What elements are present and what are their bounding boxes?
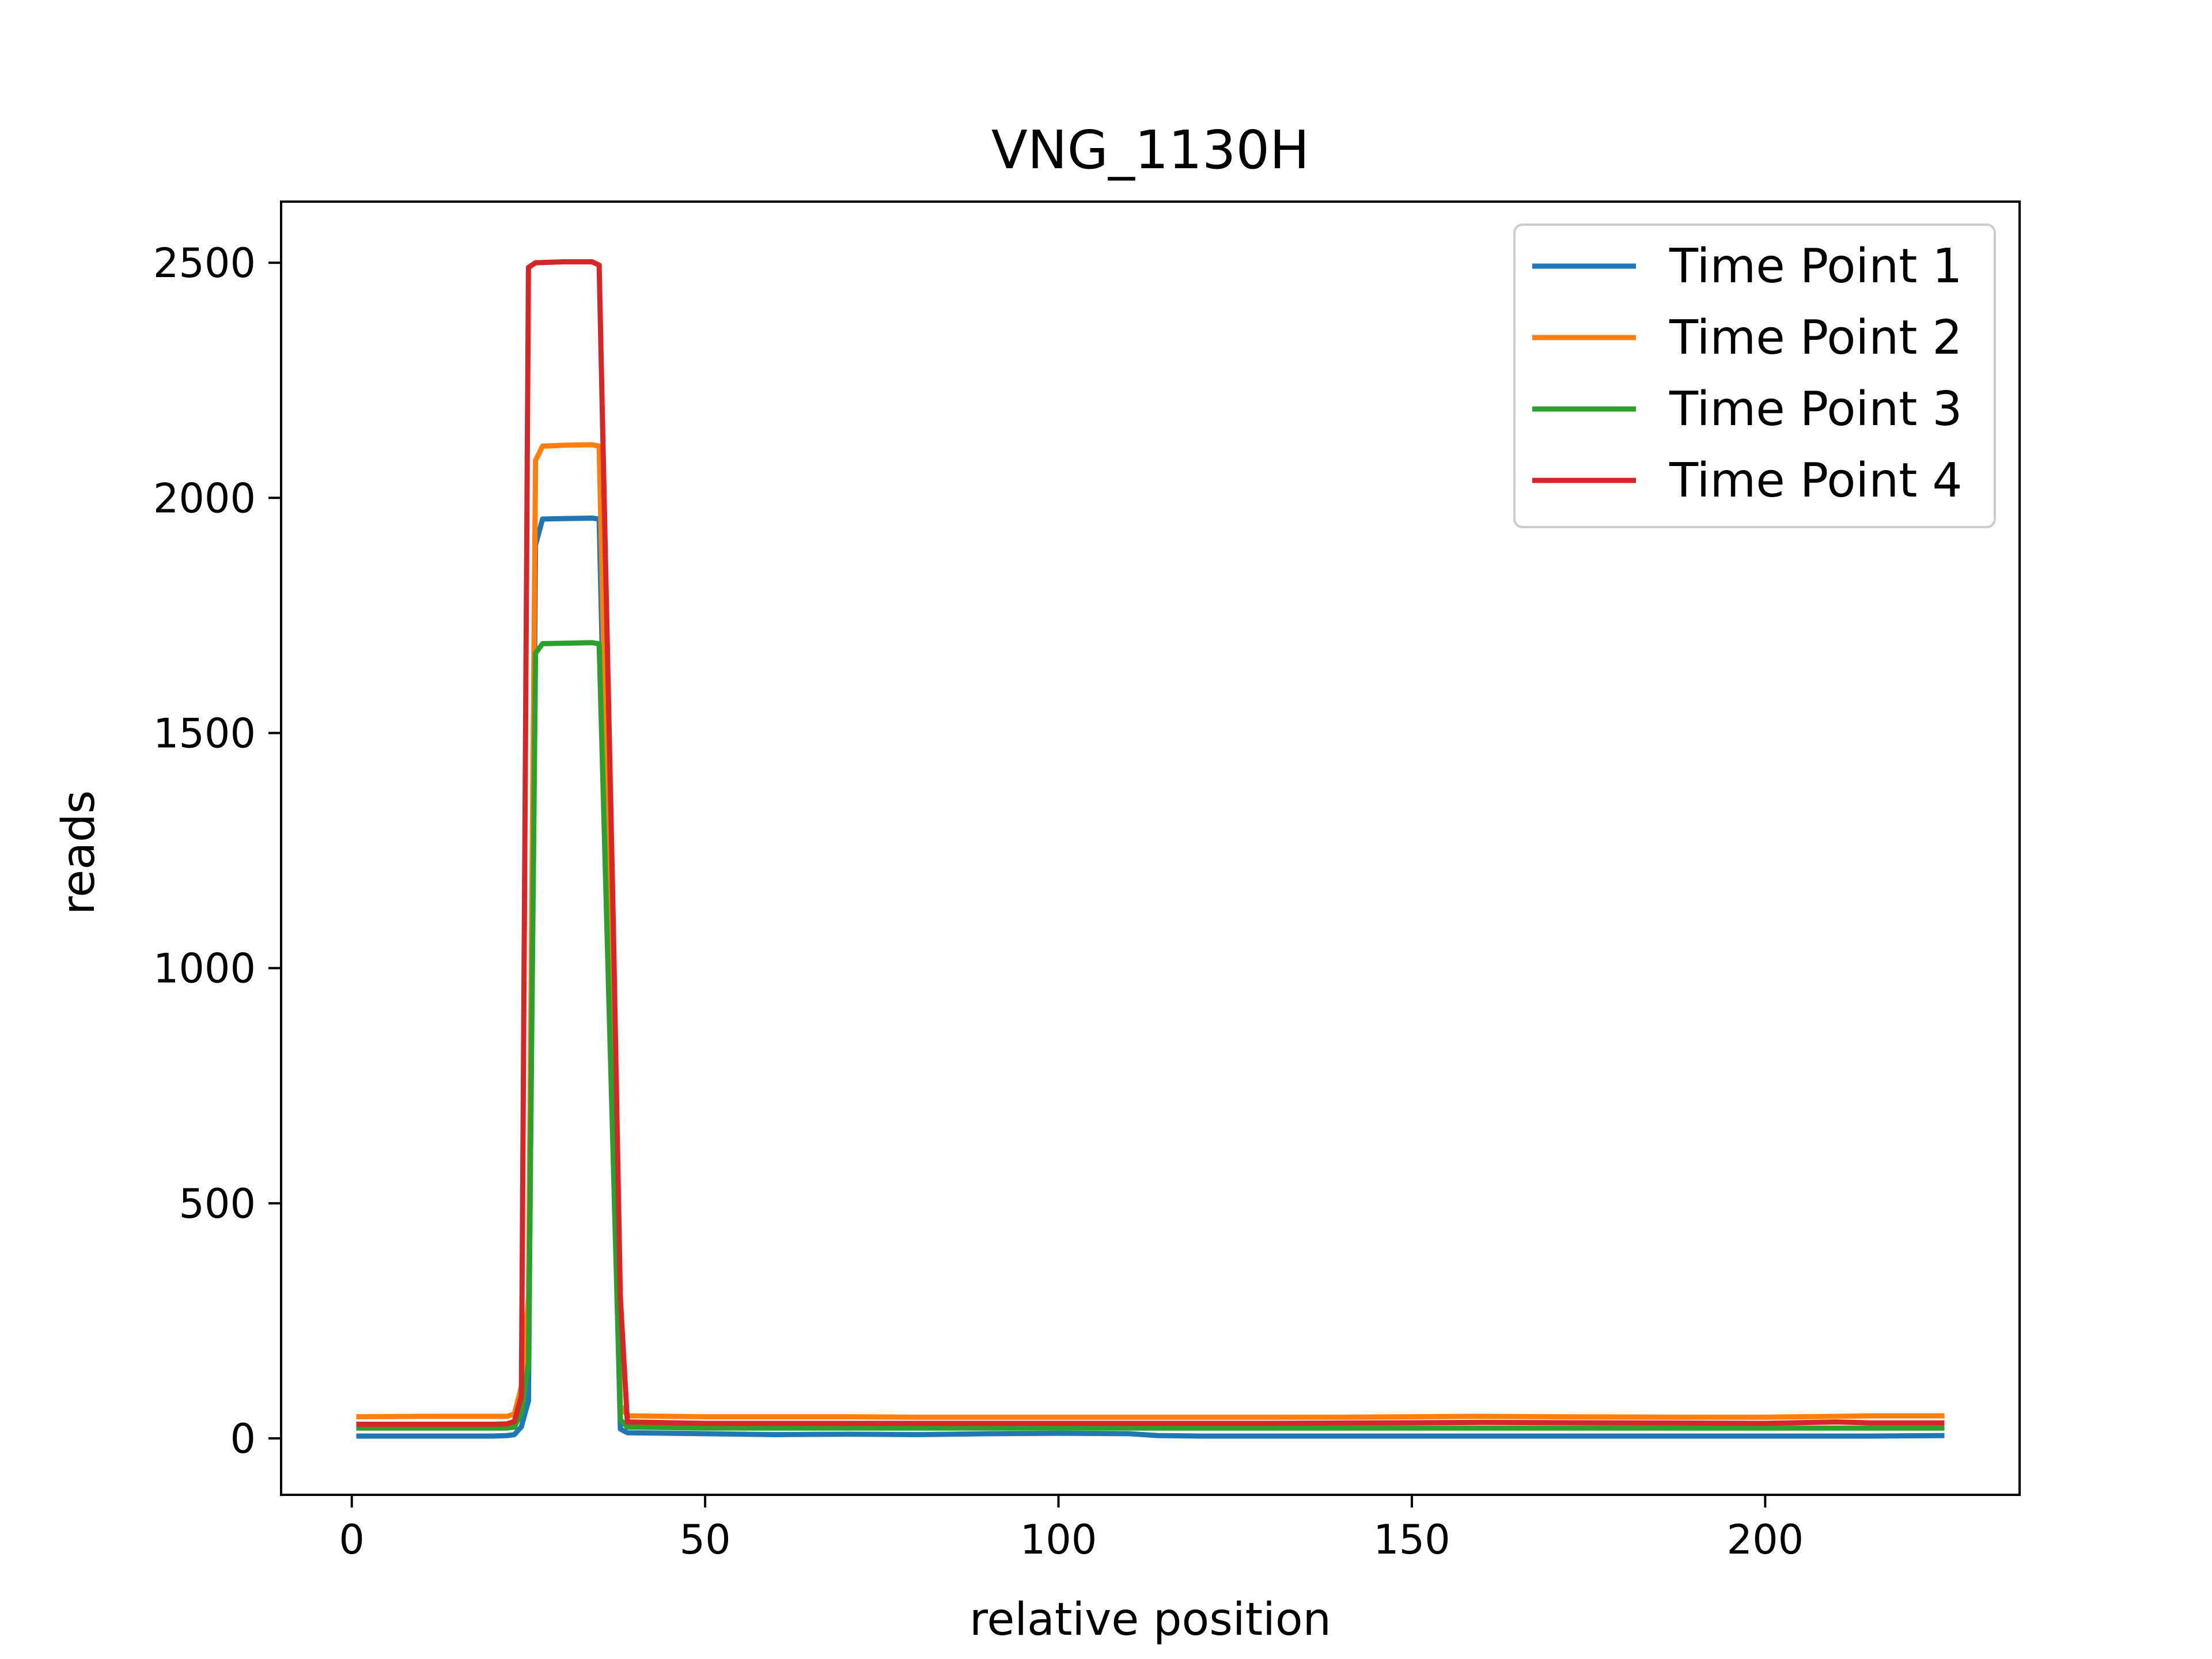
chart-title: VNG_1130H	[991, 119, 1309, 181]
y-tick-label: 0	[230, 1415, 256, 1463]
legend-label-time-point-2: Time Point 2	[1669, 310, 1963, 365]
x-tick-label: 150	[1373, 1516, 1450, 1563]
y-tick-label: 1500	[153, 710, 256, 757]
x-tick-label: 200	[1727, 1516, 1804, 1563]
legend-label-time-point-1: Time Point 1	[1669, 239, 1963, 294]
x-tick-label: 0	[339, 1516, 365, 1563]
y-tick-label: 1000	[153, 945, 256, 993]
y-tick-label: 500	[179, 1180, 256, 1228]
legend-label-time-point-4: Time Point 4	[1669, 453, 1963, 508]
x-axis-label: relative position	[969, 1594, 1331, 1646]
x-tick-label: 100	[1020, 1516, 1097, 1563]
y-tick-label: 2500	[153, 240, 256, 287]
x-tick-label: 50	[680, 1516, 731, 1563]
legend-label-time-point-3: Time Point 3	[1669, 382, 1963, 437]
legend: Time Point 1 Time Point 2 Time Point 3 T…	[1514, 225, 1995, 527]
y-axis-label: reads	[53, 790, 105, 915]
y-tick-label: 2000	[153, 475, 256, 522]
